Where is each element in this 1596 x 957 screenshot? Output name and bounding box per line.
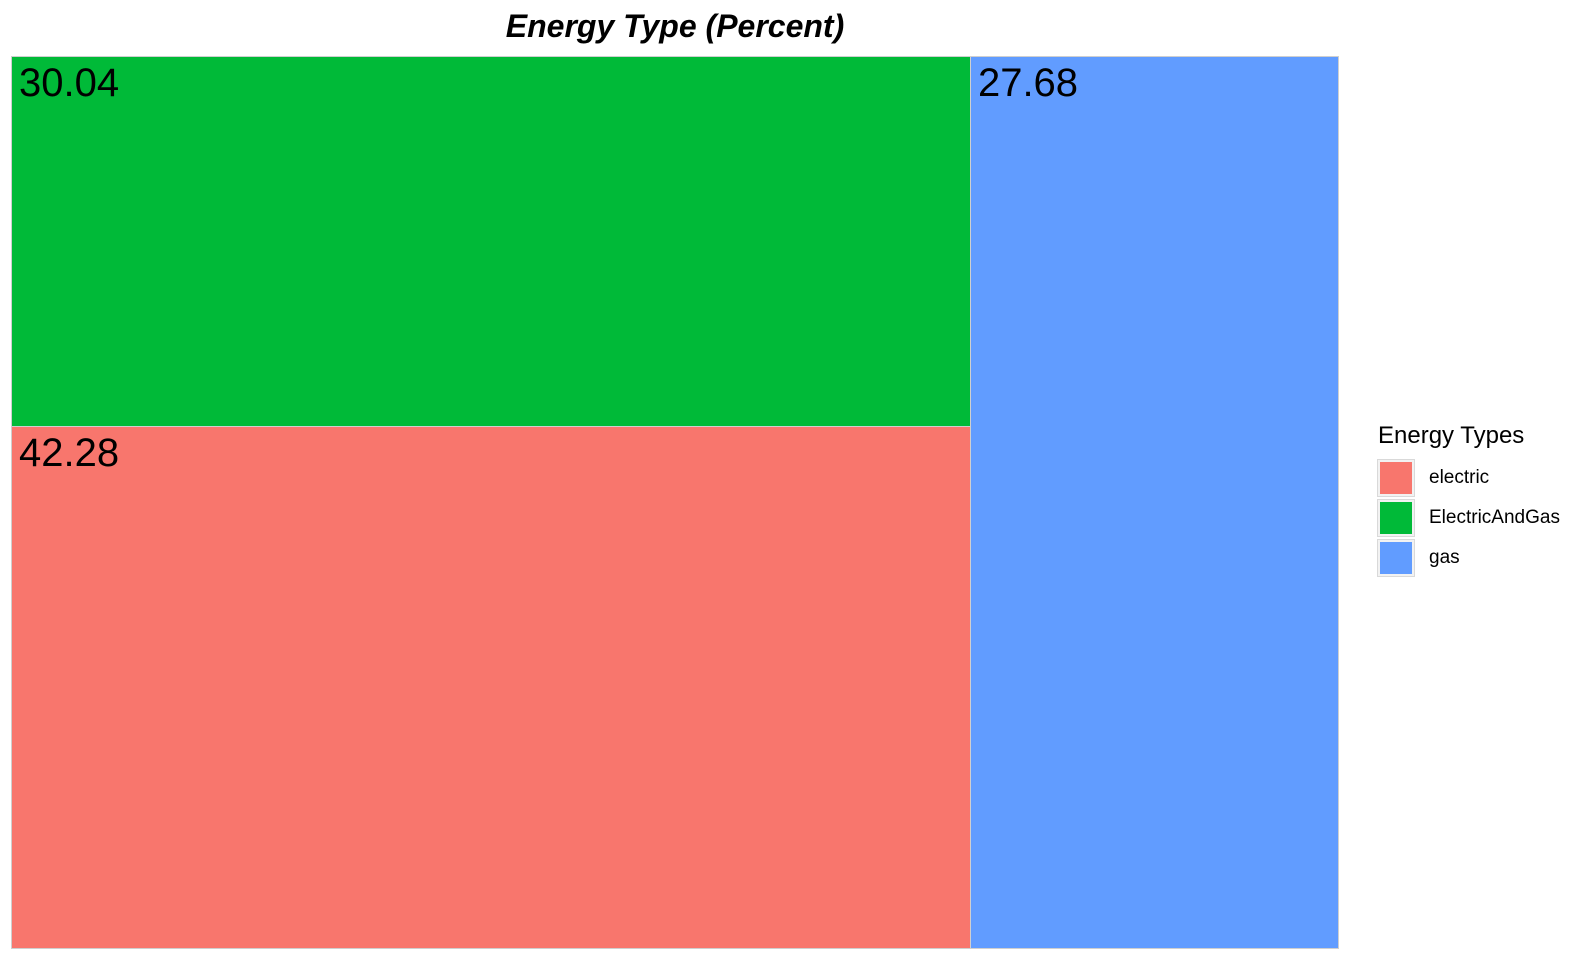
- treemap-value-label-electric: 42.28: [19, 431, 120, 476]
- legend-label-gas: gas: [1429, 547, 1460, 568]
- legend: Energy Types electric ElectricAndGas gas: [1377, 420, 1588, 578]
- treemap-value-label-gas: 27.68: [977, 61, 1079, 105]
- treemap-tile-electric-and-gas: 30.04: [11, 55, 972, 429]
- legend-title: Energy Types: [1378, 422, 1525, 449]
- treemap-value-label-electric-and-gas: 30.04: [19, 61, 120, 105]
- legend-key-electric: [1377, 459, 1415, 497]
- legend-item-electric-and-gas: ElectricAndGas: [1377, 498, 1588, 538]
- legend-item-gas: gas: [1377, 538, 1588, 578]
- chart-title: Energy Type (Percent): [505, 8, 845, 44]
- legend-key-electric-and-gas: [1377, 499, 1415, 537]
- treemap-tile-electric: 42.28: [11, 426, 972, 949]
- legend-key-gas: [1377, 539, 1415, 577]
- treemap-plot: 30.04 42.28 27.68: [11, 55, 1339, 949]
- legend-label-electric: electric: [1429, 467, 1490, 488]
- legend-item-electric: electric: [1377, 458, 1588, 498]
- legend-label-electric-and-gas: ElectricAndGas: [1429, 507, 1560, 528]
- treemap-tile-gas: 27.68: [969, 56, 1339, 949]
